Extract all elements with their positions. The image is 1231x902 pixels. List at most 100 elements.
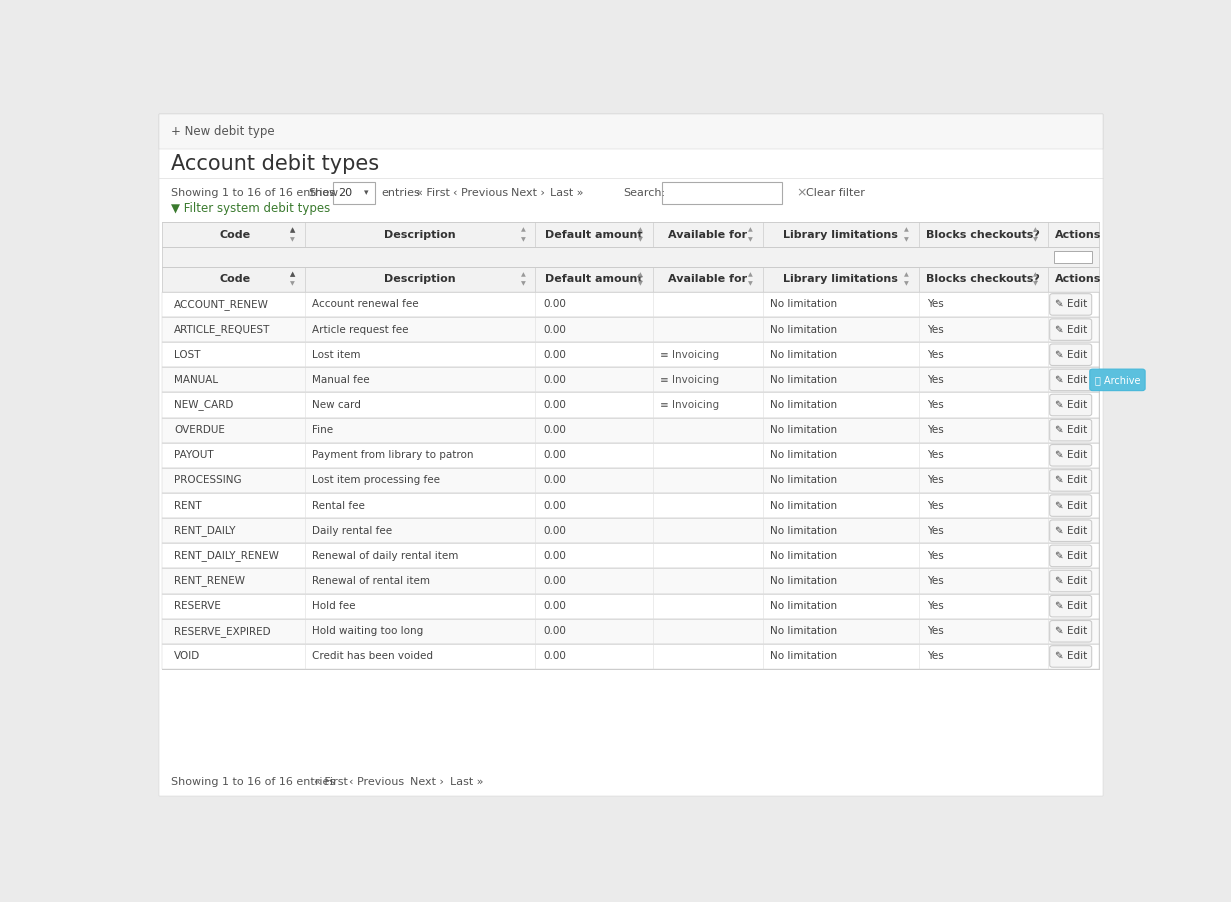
Text: Last »: Last » [550, 188, 583, 198]
Text: ▾: ▾ [364, 189, 368, 198]
Text: ✎ Edit: ✎ Edit [1055, 350, 1087, 360]
Text: ✎ Edit: ✎ Edit [1055, 375, 1087, 385]
Text: Description: Description [384, 274, 455, 284]
Text: Showing 1 to 16 of 16 entries: Showing 1 to 16 of 16 entries [171, 777, 335, 787]
FancyBboxPatch shape [1050, 344, 1092, 365]
Text: No limitation: No limitation [771, 299, 837, 309]
Text: Show: Show [309, 188, 339, 198]
Text: Actions: Actions [1055, 230, 1101, 240]
Text: Default amount: Default amount [545, 274, 643, 284]
Text: ▲: ▲ [289, 227, 295, 233]
Text: Default amount: Default amount [545, 230, 643, 240]
Text: No limitation: No limitation [771, 651, 837, 661]
Text: VOID: VOID [174, 651, 201, 661]
Text: Rental fee: Rental fee [313, 501, 366, 511]
Text: RESERVE: RESERVE [174, 601, 220, 612]
Text: Next ›: Next › [511, 188, 544, 198]
Text: 0.00: 0.00 [543, 551, 566, 561]
Text: 0.00: 0.00 [543, 576, 566, 586]
Bar [162, 468, 1099, 493]
Text: ACCOUNT_RENEW: ACCOUNT_RENEW [174, 299, 268, 310]
Bar [159, 114, 1103, 149]
FancyBboxPatch shape [1089, 369, 1145, 391]
Text: Lost item processing fee: Lost item processing fee [313, 475, 441, 485]
Text: RENT_RENEW: RENT_RENEW [174, 575, 245, 586]
Bar [162, 568, 1099, 594]
Text: ▼: ▼ [905, 237, 908, 242]
Text: + New debit type: + New debit type [171, 124, 275, 138]
Text: ▼: ▼ [289, 237, 294, 242]
Text: 0.00: 0.00 [543, 400, 566, 410]
Text: 0.00: 0.00 [543, 299, 566, 309]
Text: No limitation: No limitation [771, 601, 837, 612]
Bar [1054, 251, 1092, 263]
Text: ×: × [796, 187, 806, 199]
Bar [162, 543, 1099, 568]
Text: No limitation: No limitation [771, 475, 837, 485]
Text: ✎ Edit: ✎ Edit [1055, 551, 1087, 561]
Text: No limitation: No limitation [771, 551, 837, 561]
Text: Payment from library to patron: Payment from library to patron [313, 450, 474, 460]
Text: ▲: ▲ [521, 227, 526, 233]
Text: ▲: ▲ [1033, 272, 1038, 277]
FancyBboxPatch shape [1050, 419, 1092, 441]
Text: ▼: ▼ [638, 237, 643, 242]
Text: Code: Code [220, 274, 251, 284]
Text: ▲: ▲ [905, 227, 908, 233]
Text: Lost item: Lost item [313, 350, 361, 360]
Bar [162, 392, 1099, 418]
Text: No limitation: No limitation [771, 501, 837, 511]
Text: Library limitations: Library limitations [783, 274, 899, 284]
Text: 0.00: 0.00 [543, 375, 566, 385]
Text: ≡ Invoicing: ≡ Invoicing [661, 350, 720, 360]
Text: ▲: ▲ [1033, 227, 1038, 233]
Text: ▲: ▲ [638, 272, 643, 277]
Text: ▲: ▲ [638, 227, 643, 233]
Bar [662, 182, 782, 204]
Text: 0.00: 0.00 [543, 601, 566, 612]
Text: RESERVE_EXPIRED: RESERVE_EXPIRED [174, 626, 271, 637]
Bar [162, 619, 1099, 644]
Text: 0.00: 0.00 [543, 450, 566, 460]
Text: RENT: RENT [174, 501, 202, 511]
Bar [334, 182, 375, 204]
Bar [162, 493, 1099, 518]
Text: No limitation: No limitation [771, 350, 837, 360]
Text: Blocks checkouts?: Blocks checkouts? [927, 230, 1040, 240]
Text: ✎ Edit: ✎ Edit [1055, 576, 1087, 586]
FancyBboxPatch shape [1050, 545, 1092, 566]
Text: ✎ Edit: ✎ Edit [1055, 601, 1087, 612]
Text: No limitation: No limitation [771, 425, 837, 435]
Text: Yes: Yes [927, 450, 943, 460]
Text: ✎ Edit: ✎ Edit [1055, 526, 1087, 536]
Text: Yes: Yes [927, 475, 943, 485]
Bar [162, 644, 1099, 669]
Text: No limitation: No limitation [771, 576, 837, 586]
Text: ✎ Edit: ✎ Edit [1055, 475, 1087, 485]
Text: 0.00: 0.00 [543, 626, 566, 636]
Bar [162, 267, 1099, 292]
Text: Yes: Yes [927, 325, 943, 335]
Text: 0.00: 0.00 [543, 425, 566, 435]
Text: Hold fee: Hold fee [313, 601, 356, 612]
Text: Daily rental fee: Daily rental fee [313, 526, 393, 536]
Text: LOST: LOST [174, 350, 201, 360]
FancyBboxPatch shape [1050, 294, 1092, 315]
Text: 0.00: 0.00 [543, 651, 566, 661]
Text: NEW_CARD: NEW_CARD [174, 400, 234, 410]
Text: RENT_DAILY_RENEW: RENT_DAILY_RENEW [174, 550, 278, 561]
Text: ▼: ▼ [289, 281, 294, 287]
FancyBboxPatch shape [1050, 369, 1092, 391]
Bar [162, 518, 1099, 543]
FancyBboxPatch shape [1050, 470, 1092, 492]
Text: ▲: ▲ [905, 272, 908, 277]
Text: Blocks checkouts?: Blocks checkouts? [927, 274, 1040, 284]
Text: ≡ Invoicing: ≡ Invoicing [661, 400, 720, 410]
Text: ‹ Previous: ‹ Previous [350, 777, 405, 787]
Text: ▲: ▲ [747, 272, 752, 277]
FancyBboxPatch shape [1050, 394, 1092, 416]
Bar [162, 247, 1099, 267]
Text: MANUAL: MANUAL [174, 375, 218, 385]
Text: Yes: Yes [927, 626, 943, 636]
Text: 20: 20 [339, 188, 352, 198]
